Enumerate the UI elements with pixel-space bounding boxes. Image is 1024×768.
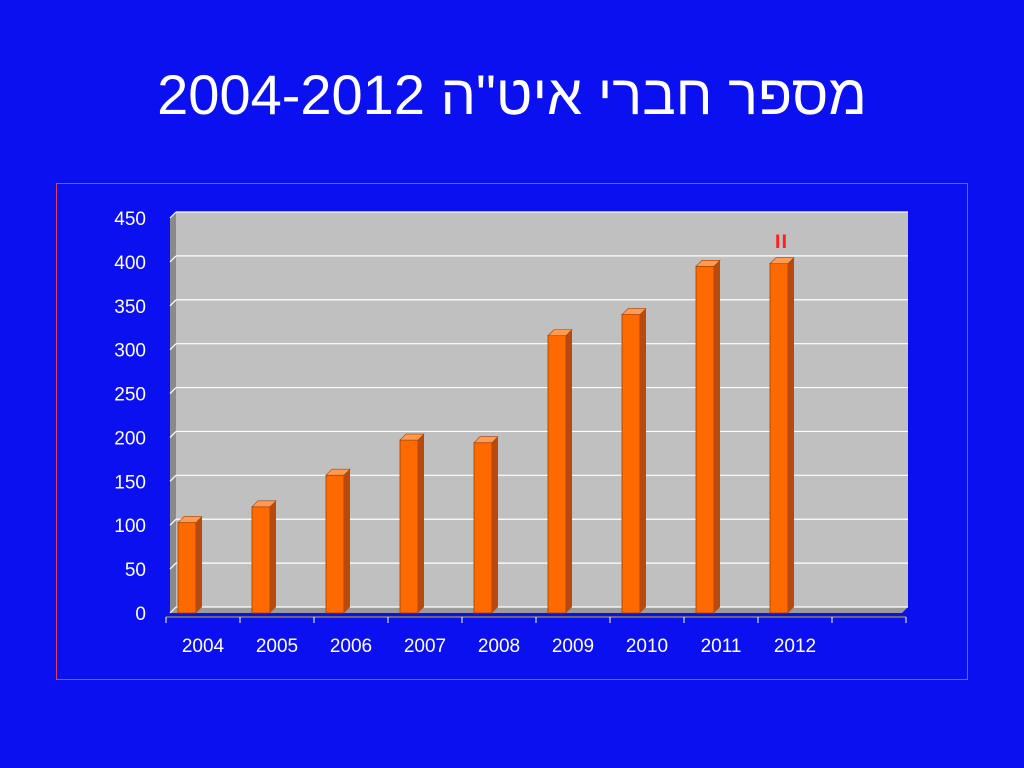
bar-top bbox=[399, 433, 425, 441]
bar-side bbox=[640, 308, 646, 613]
bar-top bbox=[621, 308, 647, 315]
bar-top bbox=[251, 500, 277, 508]
gridline-diagonal bbox=[169, 562, 177, 570]
chart-frame bbox=[56, 183, 968, 680]
bar-2005 bbox=[251, 500, 277, 614]
bar-front bbox=[769, 263, 789, 614]
bar-top bbox=[473, 436, 499, 444]
bar-top bbox=[177, 516, 203, 523]
bar-side bbox=[714, 260, 720, 613]
plot-area bbox=[170, 212, 908, 613]
bar-top bbox=[695, 259, 721, 267]
x-tick-label: 2004 bbox=[182, 636, 225, 657]
y-axis: 0 50 100 150 200 250 300 350 400 450 bbox=[114, 209, 146, 625]
bar-2007 bbox=[399, 433, 425, 614]
gridline-diagonal bbox=[169, 343, 177, 351]
gridline-diagonal bbox=[169, 255, 177, 263]
bar-2011 bbox=[695, 259, 721, 614]
bars bbox=[177, 257, 795, 614]
gridline-diagonal bbox=[169, 606, 177, 614]
gridline-diagonal bbox=[169, 211, 177, 219]
bar-side bbox=[418, 434, 424, 613]
annotations: וו bbox=[774, 228, 787, 253]
bar-2004 bbox=[177, 516, 203, 614]
x-tick-label: 2009 bbox=[552, 636, 594, 657]
y-tick-label: 300 bbox=[114, 341, 146, 362]
x-tick-label: 2007 bbox=[404, 636, 446, 657]
gridline-diagonal bbox=[169, 431, 177, 438]
bar-top bbox=[547, 329, 573, 336]
bar-side bbox=[196, 516, 202, 613]
bar-2006 bbox=[325, 468, 351, 614]
bar-side bbox=[788, 257, 794, 613]
y-tick-label: 200 bbox=[114, 428, 146, 449]
bar-front bbox=[251, 506, 271, 614]
x-tick-label: 2008 bbox=[478, 636, 520, 657]
y-tick-label: 0 bbox=[135, 604, 146, 625]
gridline-diagonal bbox=[169, 518, 177, 526]
bar-front bbox=[177, 522, 197, 614]
bar-annotation: וו bbox=[774, 228, 787, 253]
bar-front bbox=[399, 439, 419, 614]
gridline-diagonal bbox=[169, 299, 177, 307]
gridline-diagonal bbox=[169, 387, 177, 394]
bar-2012 bbox=[769, 257, 795, 614]
x-axis: 2004 2005 2006 2007 2008 2009 2010 2011 2012 bbox=[165, 616, 907, 657]
x-tick-label: 2012 bbox=[774, 636, 816, 657]
plot-back-wall bbox=[176, 212, 908, 607]
plot-side-wall bbox=[170, 212, 176, 613]
x-tick-label: 2006 bbox=[330, 636, 372, 657]
slide-title: מספר חברי איט"ה 2004-2012 bbox=[157, 63, 867, 126]
gridline-diagonal bbox=[169, 474, 177, 482]
y-tick-label: 450 bbox=[114, 209, 146, 230]
y-tick-label: 150 bbox=[114, 472, 146, 493]
x-tick-label: 2010 bbox=[626, 636, 668, 657]
bar-front bbox=[621, 314, 641, 614]
bar-front bbox=[695, 265, 715, 614]
y-tick-label: 400 bbox=[114, 253, 146, 274]
bar-front bbox=[547, 335, 567, 614]
y-tick-label: 250 bbox=[114, 385, 146, 406]
bar-side bbox=[270, 500, 276, 613]
bar-2008 bbox=[473, 436, 499, 614]
bar-side bbox=[566, 329, 572, 613]
bar-2009 bbox=[547, 329, 573, 614]
bar-side bbox=[492, 436, 498, 613]
y-tick-label: 50 bbox=[125, 560, 146, 581]
x-tick-label: 2005 bbox=[256, 636, 298, 657]
bar-front bbox=[325, 474, 345, 614]
y-tick-label: 350 bbox=[114, 297, 146, 318]
bar-front bbox=[473, 442, 493, 614]
y-tick-label: 100 bbox=[114, 516, 146, 537]
bar-top bbox=[325, 468, 351, 476]
x-tick-label: 2011 bbox=[701, 636, 742, 657]
bar-side bbox=[344, 469, 350, 613]
bar-2010 bbox=[621, 308, 647, 614]
plot-floor bbox=[170, 607, 908, 613]
bar-top bbox=[769, 257, 795, 264]
